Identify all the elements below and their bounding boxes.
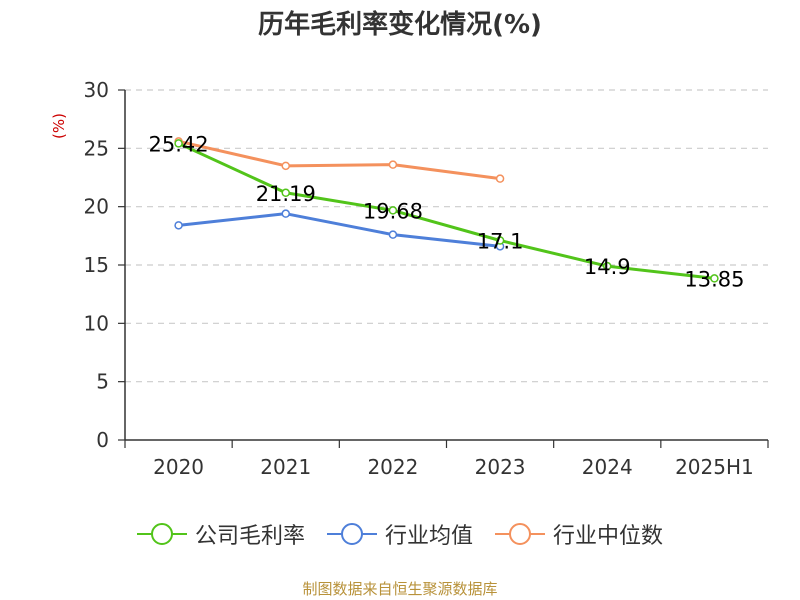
x-tick-label: 2020 bbox=[153, 455, 204, 479]
legend-marker-icon bbox=[495, 522, 545, 546]
data-point bbox=[603, 261, 612, 271]
data-point bbox=[495, 236, 505, 245]
x-tick-label: 2021 bbox=[260, 455, 311, 479]
data-label: 21.19 bbox=[256, 182, 316, 206]
data-point bbox=[388, 230, 398, 239]
legend-marker-icon bbox=[136, 522, 187, 546]
data-label: 14.9 bbox=[584, 255, 631, 279]
legend-item[interactable]: 公司毛利率 bbox=[136, 518, 305, 550]
legend-marker-icon bbox=[326, 522, 377, 546]
y-tick-label: 15 bbox=[84, 253, 109, 277]
data-label: 19.68 bbox=[363, 199, 423, 223]
series-line bbox=[178, 212, 501, 248]
y-tick-label: 25 bbox=[84, 136, 109, 160]
data-point bbox=[388, 160, 398, 169]
x-tick-label: 2022 bbox=[367, 455, 418, 479]
y-tick-label: 5 bbox=[96, 370, 109, 394]
x-tick-label: 2025H1 bbox=[675, 455, 754, 479]
y-tick-label: 10 bbox=[84, 311, 109, 335]
data-point bbox=[174, 221, 183, 230]
y-tick-label: 20 bbox=[84, 195, 109, 219]
data-point bbox=[388, 206, 398, 215]
source-note: 制图数据来自恒生聚源数据库 bbox=[302, 580, 498, 598]
data-point bbox=[281, 161, 290, 171]
grid-lines bbox=[125, 89, 768, 383]
data-point bbox=[281, 188, 290, 198]
x-tick-label: 2024 bbox=[582, 455, 633, 479]
data-label: 17.1 bbox=[477, 230, 524, 254]
legend-label: 行业均值 bbox=[384, 524, 473, 549]
legend-label: 行业中位数 bbox=[553, 524, 664, 549]
data-label: 25.42 bbox=[149, 132, 209, 156]
y-axis-label: (%) bbox=[50, 113, 68, 139]
axes: 0 5 10 15 20 25 30 2020 2021 2022 2023 2024 2025H1 bbox=[84, 78, 769, 479]
y-tick-label: 30 bbox=[84, 78, 109, 102]
chart-title: 历年毛利率变化情况(%) bbox=[258, 10, 542, 40]
data-labels: 25.42 21.19 19.68 17.1 14.9 13.85 bbox=[149, 132, 745, 291]
y-tick-label: 0 bbox=[96, 428, 109, 452]
legend-label: 公司毛利率 bbox=[194, 524, 305, 549]
series-lines bbox=[174, 137, 719, 283]
data-point bbox=[710, 274, 719, 283]
legend-item[interactable]: 行业均值 bbox=[326, 518, 473, 550]
series-line bbox=[177, 142, 715, 280]
data-point bbox=[495, 174, 505, 183]
data-point bbox=[281, 209, 290, 218]
legend-item[interactable]: 行业中位数 bbox=[495, 518, 663, 550]
x-tick-label: 2023 bbox=[475, 455, 526, 479]
data-point bbox=[174, 139, 183, 148]
series-line bbox=[178, 139, 501, 181]
data-label: 13.85 bbox=[684, 267, 744, 291]
legend: 公司毛利率 行业均值 行业中位数 bbox=[0, 518, 800, 550]
